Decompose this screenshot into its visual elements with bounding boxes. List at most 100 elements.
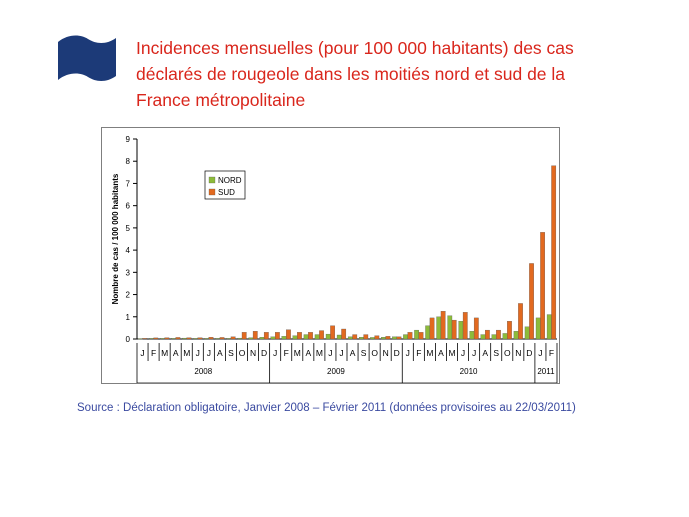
- month-label: A: [350, 348, 356, 358]
- bar-nord: [325, 333, 331, 340]
- legend-swatch: [208, 176, 216, 184]
- month-label: N: [250, 348, 256, 358]
- year-label: 2008: [194, 367, 212, 376]
- bar-nord: [226, 338, 232, 340]
- bar-sud: [462, 312, 468, 340]
- month-label: F: [284, 348, 289, 358]
- month-label: D: [261, 348, 267, 358]
- bar-nord: [215, 338, 221, 340]
- bar-sud: [153, 337, 159, 340]
- bar-sud: [363, 334, 369, 340]
- bar-sud: [142, 338, 148, 340]
- month-label: A: [305, 348, 311, 358]
- bar-nord: [370, 337, 375, 340]
- bar-sud: [297, 332, 302, 340]
- y-axis-label: Nombre de cas / 100 000 habitants: [111, 173, 120, 304]
- bar-nord: [546, 314, 552, 340]
- month-label: J: [328, 348, 332, 358]
- month-label: F: [416, 348, 421, 358]
- bar-nord: [524, 326, 530, 340]
- month-label: S: [361, 348, 367, 358]
- legend-label: NORD: [218, 176, 242, 185]
- month-label: S: [228, 348, 234, 358]
- bar-sud: [175, 337, 181, 340]
- month-label: M: [183, 348, 190, 358]
- bar-nord: [137, 338, 143, 340]
- month-label: D: [526, 348, 532, 358]
- bar-sud: [252, 331, 258, 340]
- month-label: M: [426, 348, 433, 358]
- month-label: N: [383, 348, 389, 358]
- month-label: M: [294, 348, 301, 358]
- bar-nord: [491, 334, 497, 340]
- month-label: D: [394, 348, 400, 358]
- y-tick-label: 4: [126, 246, 131, 255]
- bar-sud: [496, 329, 501, 340]
- bar-sud: [197, 337, 203, 340]
- bar-sud: [186, 337, 192, 340]
- bar-nord: [458, 321, 464, 340]
- bar-nord: [336, 334, 342, 340]
- bar-nord: [436, 316, 442, 340]
- legend-swatch: [208, 188, 216, 196]
- title-line-1: Incidences mensuelles (pour 100 000 habi…: [136, 38, 574, 58]
- bar-nord: [381, 337, 386, 340]
- measles-incidence-chart: 0 1 2 3 4 5 6 7 8 9 Nombre de cas / 100 000 habita…: [111, 135, 558, 383]
- bar-sud: [263, 332, 269, 340]
- month-label: A: [438, 348, 444, 358]
- title-line-3: France métropolitaine: [136, 90, 306, 110]
- bar-sud: [385, 336, 391, 340]
- bar-sud: [485, 329, 490, 340]
- bar-nord: [469, 331, 475, 340]
- bar-nord: [182, 337, 187, 340]
- source-note: Source : Déclaration obligatoire, Janvie…: [77, 402, 576, 414]
- bar-sud: [407, 332, 413, 340]
- legend-label: SUD: [218, 188, 235, 197]
- bar-nord: [259, 337, 265, 340]
- month-label: A: [173, 348, 179, 358]
- bar-sud: [429, 317, 435, 340]
- bar-nord: [502, 333, 508, 340]
- bar-sud: [529, 263, 534, 340]
- y-tick-label: 0: [126, 335, 131, 344]
- bar-nord: [425, 325, 431, 340]
- month-label: M: [448, 348, 455, 358]
- month-label: O: [504, 348, 511, 358]
- bar-nord: [392, 336, 397, 340]
- bar-nord: [535, 317, 541, 340]
- y-tick-label: 1: [126, 313, 131, 322]
- bar-nord: [292, 335, 298, 340]
- bar-sud: [275, 332, 280, 340]
- year-label: 2011: [537, 367, 555, 376]
- month-label: J: [406, 348, 410, 358]
- bar-nord: [193, 338, 198, 340]
- y-tick-label: 9: [126, 135, 131, 144]
- bar-sud: [540, 232, 545, 340]
- bar-nord: [414, 329, 419, 340]
- bar-sud: [230, 336, 236, 340]
- y-tick-label: 6: [126, 202, 131, 211]
- bar-sud: [164, 337, 170, 340]
- bar-nord: [303, 334, 309, 340]
- month-label: A: [217, 348, 223, 358]
- bar-sud: [241, 332, 247, 340]
- bar-sud: [352, 334, 358, 340]
- waving-flag-icon: [58, 35, 116, 81]
- month-label: A: [482, 348, 488, 358]
- bar-sud: [319, 330, 324, 340]
- bar-sud: [330, 325, 335, 340]
- month-label: M: [161, 348, 168, 358]
- y-tick-label: 2: [126, 291, 131, 300]
- month-label: J: [207, 348, 211, 358]
- bar-sud: [374, 335, 380, 340]
- bar-sud: [473, 317, 479, 340]
- month-label: M: [316, 348, 323, 358]
- title-line-2: déclarés de rougeole dans les moitiés no…: [136, 64, 566, 84]
- bar-nord: [237, 337, 243, 340]
- bar-nord: [447, 315, 453, 340]
- month-label: J: [472, 348, 476, 358]
- month-label: O: [371, 348, 378, 358]
- bar-nord: [160, 338, 165, 340]
- month-label: J: [538, 348, 542, 358]
- month-label: F: [549, 348, 554, 358]
